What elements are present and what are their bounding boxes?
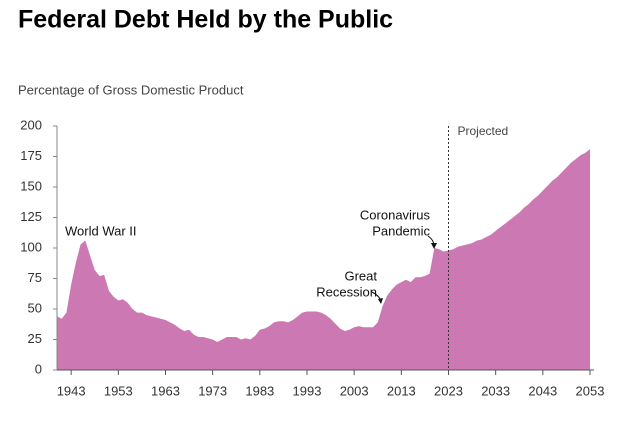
- x-tick-label: 2013: [387, 383, 416, 398]
- chart-title: Federal Debt Held by the Public: [18, 6, 393, 34]
- y-tick-label: 25: [28, 331, 42, 346]
- y-tick-label: 0: [35, 361, 42, 376]
- projection-label: Projected: [457, 124, 508, 138]
- y-tick-label: 125: [20, 209, 42, 224]
- y-tick-label: 150: [20, 178, 42, 193]
- y-tick-label: 175: [20, 148, 42, 163]
- annotation-arrow-head: [378, 298, 383, 304]
- annotation-arrow-head: [431, 243, 437, 249]
- y-tick-label: 200: [20, 117, 42, 132]
- y-tick-label: 50: [28, 300, 42, 315]
- y-tick-label: 75: [28, 270, 42, 285]
- chart-subtitle: Percentage of Gross Domestic Product: [18, 82, 244, 97]
- annotation: Great: [344, 268, 377, 283]
- annotation: Coronavirus: [360, 207, 431, 222]
- x-tick-label: 1963: [151, 383, 180, 398]
- annotation: World War II: [65, 223, 137, 238]
- x-tick-label: 1943: [57, 383, 86, 398]
- x-tick-label: 1993: [293, 383, 322, 398]
- x-tick-label: 2033: [481, 383, 510, 398]
- annotation: Pandemic: [372, 223, 430, 238]
- x-tick-label: 1983: [245, 383, 274, 398]
- y-tick-label: 100: [20, 239, 42, 254]
- x-tick-label: 2023: [434, 383, 463, 398]
- annotation: Recession: [316, 284, 377, 299]
- x-tick-label: 2053: [576, 383, 605, 398]
- x-tick-label: 1973: [198, 383, 227, 398]
- x-tick-label: 2003: [340, 383, 369, 398]
- x-tick-label: 1953: [104, 383, 133, 398]
- x-tick-label: 2043: [528, 383, 557, 398]
- area: [57, 149, 590, 370]
